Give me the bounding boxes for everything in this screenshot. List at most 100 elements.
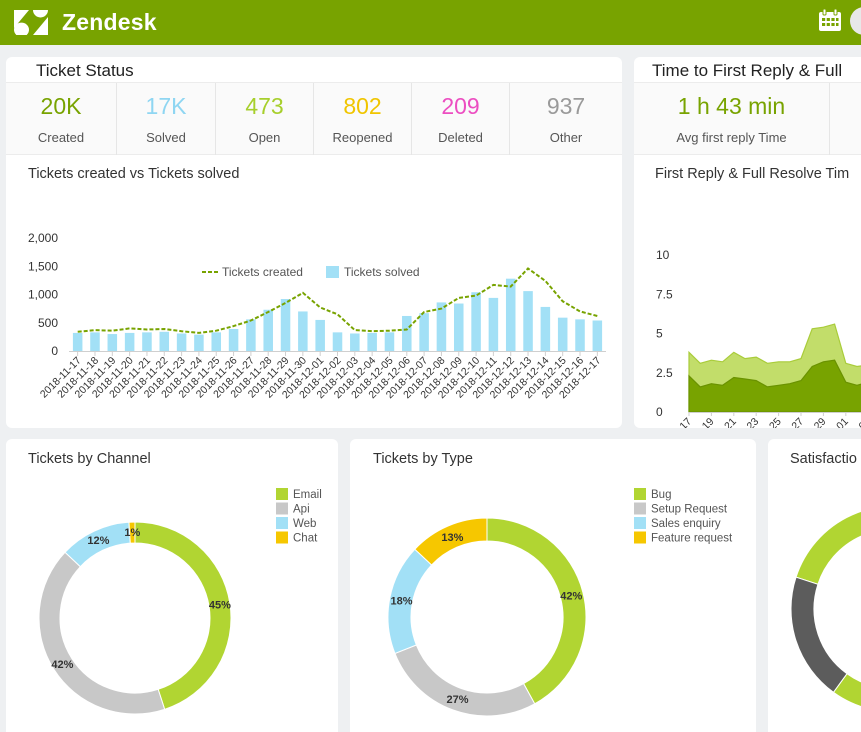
kpi-value: 20K [40,93,82,119]
legend-swatch [634,502,646,515]
slice-api [38,551,166,715]
bar-tickets-solved [159,331,170,351]
bar-tickets-solved [540,306,551,351]
legend-swatch-tickets-solved [326,266,339,278]
legend-swatch [634,488,646,500]
bar-tickets-solved [332,332,343,351]
y-tick-label: 7.5 [656,287,673,301]
bar-tickets-solved [298,311,308,351]
legend-swatch [276,488,288,500]
bar-tickets-solved [419,313,429,351]
legend-label-setup-request: Setup Request [651,504,728,516]
y-tick-label: 0 [656,405,663,419]
kpi-label: Other [549,130,583,145]
kpi-reopened[interactable]: 802 Reopened [314,83,412,155]
legend-label-sales-enquiry: Sales enquiry [651,518,721,530]
legend-swatch [276,502,288,515]
area-first-reply-time [688,359,861,413]
reply-resolve-chart: 02.557.5102018-11-172018-11-192018-11-21… [648,248,861,428]
bar-tickets-solved [246,319,256,351]
bar-tickets-solved [384,332,395,351]
bar-tickets-solved [72,332,83,351]
y-tick-label: 500 [38,316,58,330]
line-tickets-created [77,267,598,334]
kpi-label: Avg first reply Time [676,130,787,145]
slice-bug [486,517,587,705]
kpi-open[interactable]: 473 Open [216,83,314,155]
y-tick-label: 5 [656,327,663,341]
bar-tickets-solved [280,299,291,351]
bar-tickets-solved [142,332,152,351]
kpi-solved[interactable]: 17K Solved [117,83,216,155]
top-bar: Zendesk [0,0,861,45]
slice-good [795,505,861,713]
kpi-deleted[interactable]: 209 Deleted [412,83,510,155]
kpi-label: Deleted [438,130,483,145]
satisfaction-title: Satisfactio [790,451,857,467]
legend-label-web: Web [293,518,316,530]
kpi-other[interactable]: 937 Other [510,83,622,155]
slice-value-label: 42% [51,659,73,671]
bar-tickets-solved [471,292,481,351]
y-tick-label: 1,500 [28,259,58,273]
legend-label-tickets-created: Tickets created [222,265,303,279]
tickets-by-type-card: Tickets by Type 42% 27% 18% 13% Bug Setup Req… [350,439,756,732]
bar-tickets-solved [107,334,118,351]
time-kpi-row: 1 h 43 min Avg first reply Time [634,82,861,155]
legend-swatch [634,531,646,544]
y-tick-label: 0 [51,344,58,358]
slice-value-label: 1% [124,527,140,539]
user-avatar[interactable] [850,7,861,35]
legend-label-chat: Chat [293,533,318,545]
slice-feature-request [414,517,488,566]
slice-value-label: 12% [87,535,109,547]
kpi-value: 473 [245,93,284,119]
bar-tickets-solved [124,332,135,351]
kpi-value: 1 h 43 min [677,93,786,119]
kpi-label: Open [248,130,281,145]
bar-tickets-solved [557,317,568,351]
kpi-avg-first-reply[interactable]: 1 h 43 min Avg first reply Time [634,83,830,155]
bar-tickets-solved [592,320,603,351]
legend-swatch [276,517,288,529]
kpi-label: Created [37,130,85,145]
type-title: Tickets by Type [373,451,473,467]
kpi-value: 17K [145,93,187,119]
legend-label-tickets-solved: Tickets solved [344,265,420,279]
brand[interactable]: Zendesk [14,8,157,36]
bar-tickets-solved [194,334,204,351]
time-card-title: Time to First Reply & Full [652,61,843,80]
bar-tickets-solved [436,302,447,351]
slice-email [134,521,232,710]
created-vs-solved-chart: 05001,0001,5002,0002018-11-172018-11-182… [28,231,606,401]
bar-tickets-solved [402,315,412,351]
bar-tickets-solved [350,333,360,351]
kpi-label: Reopened [332,130,393,145]
bar-tickets-solved [176,333,187,351]
brand-name: Zendesk [62,8,157,35]
satisfaction-card: Satisfactio [768,439,861,732]
type-donut-chart: 42% 27% 18% 13% Bug Setup Request Sales enquir… [387,488,733,717]
channel-donut-chart: 45% 42% 12% 1% Email Api Web Chat [38,488,322,715]
calendar-icon[interactable] [818,8,842,32]
reply-resolve-title: First Reply & Full Resolve Tim [655,166,850,182]
bar-tickets-solved [523,291,533,351]
y-tick-label: 2.5 [656,366,673,380]
satisfaction-donut-chart [790,505,861,713]
kpi-created[interactable]: 20K Created [6,83,117,155]
slice-value-label: 18% [391,596,413,608]
legend-label-email: Email [293,489,322,501]
bar-tickets-solved [228,328,239,351]
legend-label-feature-request: Feature request [651,533,733,545]
bar-tickets-solved [453,303,464,351]
slice-value-label: 13% [441,532,463,544]
bar-tickets-solved [211,332,222,351]
y-tick-label: 1,000 [28,288,58,302]
kpi-value: 937 [546,93,586,119]
y-tick-label: 10 [656,248,670,262]
created-vs-solved-title: Tickets created vs Tickets solved [28,166,240,182]
ticket-status-title: Ticket Status [36,61,134,80]
slice-value-label: 42% [560,590,582,602]
time-to-reply-card: Time to First Reply & Full 1 h 43 min Av… [634,57,861,428]
legend-swatch [276,531,288,544]
